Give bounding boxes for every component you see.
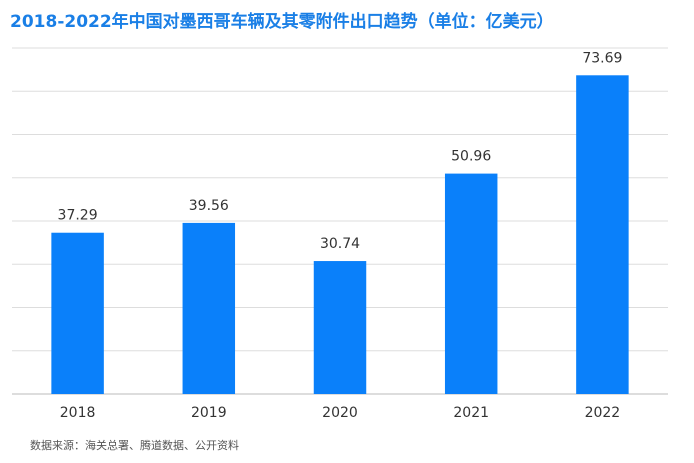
value-label: 37.29 xyxy=(58,208,98,224)
value-label: 39.56 xyxy=(189,198,229,214)
x-tick-label: 2021 xyxy=(453,405,489,421)
x-tick-label: 2022 xyxy=(585,405,621,421)
value-label: 50.96 xyxy=(451,149,491,165)
x-tick-label: 2020 xyxy=(322,405,358,421)
bar xyxy=(444,173,498,394)
bar xyxy=(576,75,629,395)
bar xyxy=(51,232,104,394)
x-tick-label: 2019 xyxy=(191,405,227,421)
bar xyxy=(182,222,236,394)
source-note: 数据来源：海关总署、腾道数据、公开资料 xyxy=(30,438,239,452)
bar xyxy=(313,261,367,394)
x-tick-label: 2018 xyxy=(60,405,96,421)
value-label: 30.74 xyxy=(320,236,360,252)
value-label: 73.69 xyxy=(582,50,622,66)
chart-title: 2018-2022年中国对墨西哥车辆及其零附件出口趋势（单位：亿美元） xyxy=(10,11,554,32)
